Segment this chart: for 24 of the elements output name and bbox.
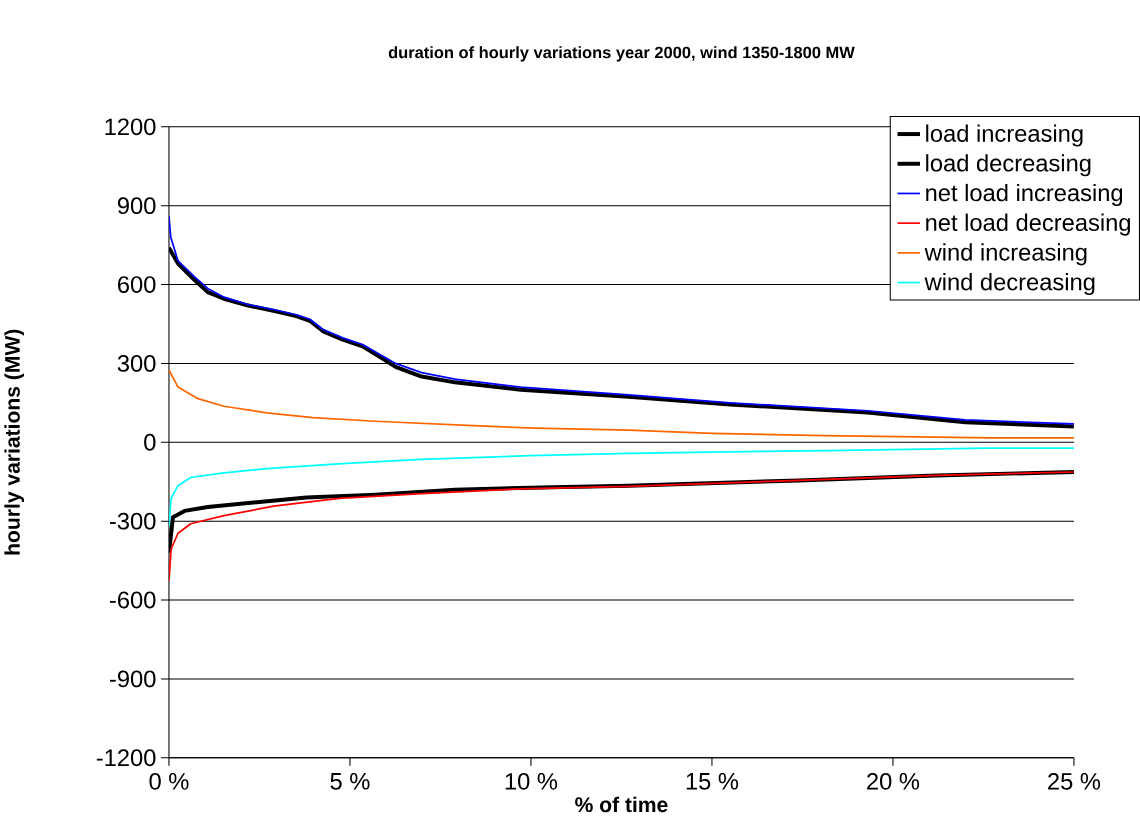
legend-label: wind decreasing [924, 273, 1095, 296]
y-axis-title: hourly variations (MW) [4, 329, 25, 555]
chart-title: duration of hourly variations year 2000, wind 1350-1800 MW [388, 46, 855, 62]
y-tick-label: -1200 [96, 749, 156, 767]
x-tick-label: 15 % [686, 773, 739, 790]
x-tick-label: 25 % [1048, 773, 1101, 790]
legend-label: net load increasing [926, 183, 1123, 207]
legend-label: load decreasing [926, 154, 1091, 177]
legend-label: load increasing [926, 124, 1083, 147]
legend-label: net load decreasing [926, 213, 1130, 236]
y-tick-label: 1200 [105, 118, 156, 136]
x-tick-label: 0 % [149, 773, 189, 790]
y-tick-label: 300 [117, 355, 156, 372]
y-tick-label: 0 [144, 433, 156, 451]
y-tick-label: -300 [110, 512, 156, 530]
x-tick-label: 20 % [867, 773, 920, 790]
y-tick-label: -900 [110, 670, 156, 688]
y-tick-label: 900 [117, 197, 156, 215]
y-tick-label: -600 [110, 591, 156, 609]
y-tick-label: 600 [118, 276, 156, 294]
legend-label: wind increasing [924, 243, 1087, 266]
x-tick-label: 10 % [505, 773, 558, 790]
x-tick-label: 5 % [330, 773, 370, 790]
x-axis-title: % of time [575, 796, 668, 813]
